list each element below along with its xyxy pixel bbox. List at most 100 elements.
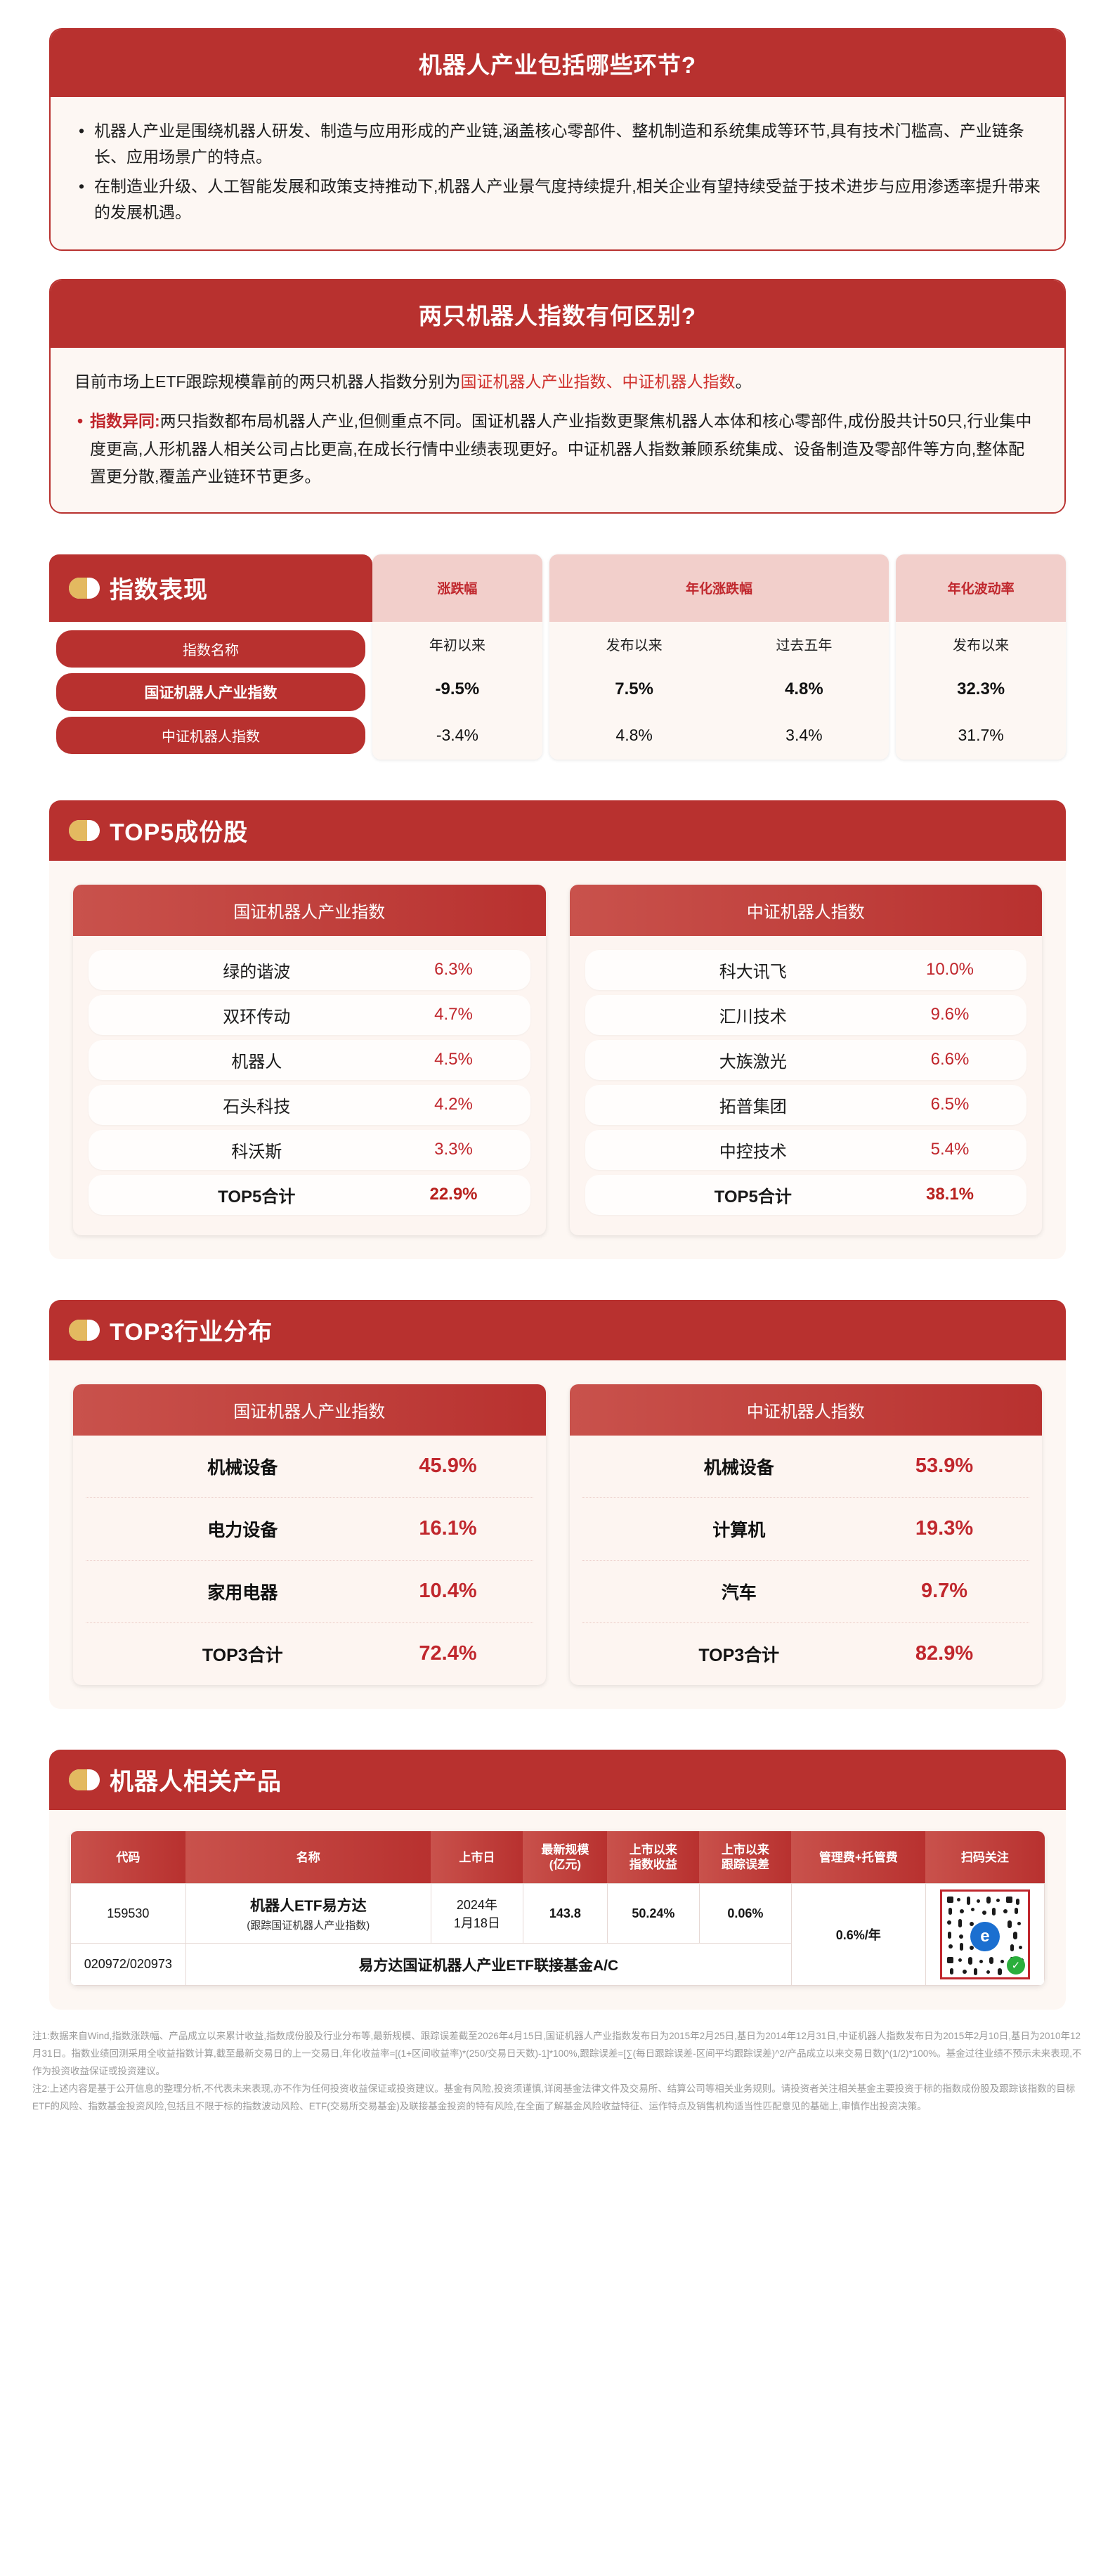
header-line: 最新规模: [541, 1842, 589, 1856]
stock-name: 汇川技术: [719, 1007, 787, 1027]
top-spacer: [0, 0, 1115, 28]
stock-weight: 4.7%: [434, 1005, 473, 1024]
cell-code: 020972/020973: [70, 1943, 186, 1986]
stock-name: 科大讯飞: [719, 962, 787, 982]
header-line: 扫码关注: [960, 1850, 1009, 1864]
spacer-2: [0, 514, 1115, 554]
header-line: 代码: [116, 1850, 141, 1864]
section2-title: 两只机器人指数有何区别?: [51, 280, 1064, 348]
stock-weight: 10.0%: [925, 960, 974, 980]
list-date-line2: 1月18日: [453, 1916, 500, 1931]
list-date-line1: 2024年: [456, 1898, 497, 1913]
table-row: 020972/020973 易方达国证机器人产业ETF联接基金A/C: [70, 1943, 1045, 1986]
performance-banner: 指数表现: [49, 554, 372, 622]
cell-value: 7.5%: [615, 679, 653, 698]
list-item: 机械设备 53.9%: [582, 1436, 1029, 1498]
total-label: TOP5合计: [714, 1187, 792, 1206]
table-row: -9.5%: [372, 666, 542, 713]
products-banner: 机器人相关产品: [49, 1749, 1066, 1810]
col-header-fee: 管理费+托管费: [791, 1830, 926, 1884]
performance-value-columns: 涨跌幅 年初以来 -9.5% -3.4% 年化涨跌幅 发布以来 过去: [372, 554, 1066, 760]
industry-weight: 16.1%: [419, 1517, 477, 1540]
performance-grid: 指数表现 指数名称 国证机器人产业指数 中证机器人指数 涨跌幅 年初以来 -9.…: [49, 554, 1066, 760]
list-item: 绿的谐波 6.3%: [89, 949, 530, 990]
cell-name: 易方达国证机器人产业ETF联接基金A/C: [185, 1943, 792, 1986]
top3-title: TOP3行业分布: [110, 1319, 273, 1346]
intro-prefix: 目前市场上ETF跟踪规模靠前的两只机器人指数分别为: [74, 372, 461, 391]
total-value: 38.1%: [925, 1185, 974, 1204]
product-name: 机器人ETF易方达: [249, 1898, 367, 1915]
header-line: 上市以来: [721, 1842, 769, 1856]
brand-logo-icon: e: [970, 1921, 1000, 1951]
list-item: 在制造业升级、人工智能发展和政策支持推动下,机器人产业景气度持续提升,相关企业有…: [74, 174, 1041, 226]
cell-value: -3.4%: [436, 725, 478, 744]
top5-section: TOP5成份股 国证机器人产业指数 绿的谐波 6.3% 双环传动 4.7% 机器人 4…: [49, 800, 1066, 1259]
verified-badge-icon: ✓: [1006, 1956, 1025, 1975]
cell-index-return: 50.24%: [606, 1883, 700, 1944]
col-header-name: 名称: [185, 1830, 431, 1884]
table-header-row: 代码 名称 上市日 最新规模 (亿元) 上市以来 指数收益 上市以来 跟踪误差 管理费…: [70, 1830, 1045, 1884]
col-header-scale: 最新规模 (亿元): [523, 1830, 608, 1884]
header-line: 管理费+托管费: [819, 1850, 898, 1864]
total-row: TOP3合计 72.4%: [86, 1623, 533, 1685]
card-header: 国证机器人产业指数: [73, 1384, 546, 1436]
top5-banner: TOP5成份股: [49, 800, 1066, 861]
footnotes: 注1:数据来自Wind,指数涨跌幅、产品成立以来累计收益,指数成份股及行业分布等…: [32, 2028, 1083, 2116]
cell-name: 机器人ETF易方达 (跟踪国证机器人产业指数): [185, 1883, 431, 1944]
total-row: TOP5合计 22.9%: [89, 1174, 530, 1215]
industry-name: 机械设备: [207, 1457, 278, 1478]
group-header: 涨跌幅: [372, 554, 542, 622]
stock-name: 绿的谐波: [223, 962, 291, 982]
col-header-code: 代码: [70, 1830, 186, 1884]
index-performance-section: 指数表现 指数名称 国证机器人产业指数 中证机器人指数 涨跌幅 年初以来 -9.…: [49, 554, 1066, 760]
difference-text: 两只指数都布局机器人产业,但侧重点不同。国证机器人产业指数更聚焦机器人本体和核心…: [90, 412, 1032, 486]
infographic-page: 机器人产业包括哪些环节? 机器人产业是围绕机器人研发、制造与应用形成的产业链,涵…: [0, 0, 1115, 2116]
list-item: 汇川技术 9.6%: [585, 994, 1026, 1035]
list-item: 中控技术 5.4%: [585, 1129, 1026, 1170]
cell-value: 32.3%: [957, 679, 1005, 698]
industry-weight: 45.9%: [419, 1455, 477, 1478]
col-header-list-date: 上市日: [431, 1830, 523, 1884]
table-row: -3.4%: [372, 713, 542, 758]
qa-card-industry-segments: 机器人产业包括哪些环节? 机器人产业是围绕机器人研发、制造与应用形成的产业链,涵…: [49, 28, 1066, 251]
cell-value: 4.8%: [615, 725, 653, 744]
cell-value: -9.5%: [435, 679, 480, 698]
col-header-tracking-error: 上市以来 跟踪误差: [699, 1830, 792, 1884]
list-item: 科大讯飞 10.0%: [585, 949, 1026, 990]
cell-code: 159530: [70, 1883, 186, 1944]
col-header-index-return: 上市以来 指数收益: [607, 1830, 700, 1884]
sub-header-row: 发布以来: [896, 622, 1066, 666]
section1-bullet-list: 机器人产业是围绕机器人研发、制造与应用形成的产业链,涵盖核心零部件、整机制造和系…: [74, 118, 1041, 226]
column-group-annualized-volatility: 年化波动率 发布以来 32.3% 31.7%: [896, 554, 1066, 760]
table-row: 32.3%: [896, 666, 1066, 713]
stock-name: 双环传动: [223, 1007, 291, 1027]
sub-header: 过去五年: [776, 637, 833, 653]
total-value: 82.9%: [915, 1642, 974, 1665]
list-item: 科沃斯 3.3%: [89, 1129, 530, 1170]
stock-weight: 6.6%: [930, 1050, 970, 1069]
difference-label: 指数异同:: [90, 412, 160, 431]
stock-weight: 4.2%: [434, 1095, 473, 1114]
top5-cards: 国证机器人产业指数 绿的谐波 6.3% 双环传动 4.7% 机器人 4.5% 石头科技…: [49, 860, 1066, 1259]
products-title: 机器人相关产品: [110, 1769, 282, 1796]
stock-name: 机器人: [231, 1052, 282, 1072]
products-table-wrap: 代码 名称 上市日 最新规模 (亿元) 上市以来 指数收益 上市以来 跟踪误差 管理费…: [49, 1810, 1066, 2010]
product-name-sub: (跟踪国证机器人产业指数): [247, 1920, 370, 1932]
cell-tracking-error: 0.06%: [698, 1883, 792, 1944]
list-item: 家用电器 10.4%: [86, 1561, 533, 1623]
total-row: TOP5合计 38.1%: [585, 1174, 1026, 1215]
industry-name: 电力设备: [207, 1520, 278, 1540]
stock-weight: 9.6%: [930, 1005, 970, 1024]
performance-left-column: 指数表现 指数名称 国证机器人产业指数 中证机器人指数: [49, 554, 372, 760]
group-header: 年化波动率: [896, 554, 1066, 622]
stock-weight: 4.5%: [434, 1050, 473, 1069]
group-header: 年化涨跌幅: [549, 554, 889, 622]
section2-intro: 目前市场上ETF跟踪规模靠前的两只机器人指数分别为国证机器人产业指数、中证机器人…: [74, 369, 1041, 395]
qr-code-icon[interactable]: e ✓: [939, 1889, 1030, 1980]
header-line: 指数收益: [629, 1858, 677, 1872]
list-item: 石头科技 4.2%: [89, 1084, 530, 1125]
list-item: 机器人产业是围绕机器人研发、制造与应用形成的产业链,涵盖核心零部件、整机制造和系…: [74, 118, 1041, 171]
industry-name: 计算机: [712, 1520, 766, 1540]
table-row-label: 国证机器人产业指数: [56, 672, 365, 711]
total-row: TOP3合计 82.9%: [582, 1623, 1030, 1685]
